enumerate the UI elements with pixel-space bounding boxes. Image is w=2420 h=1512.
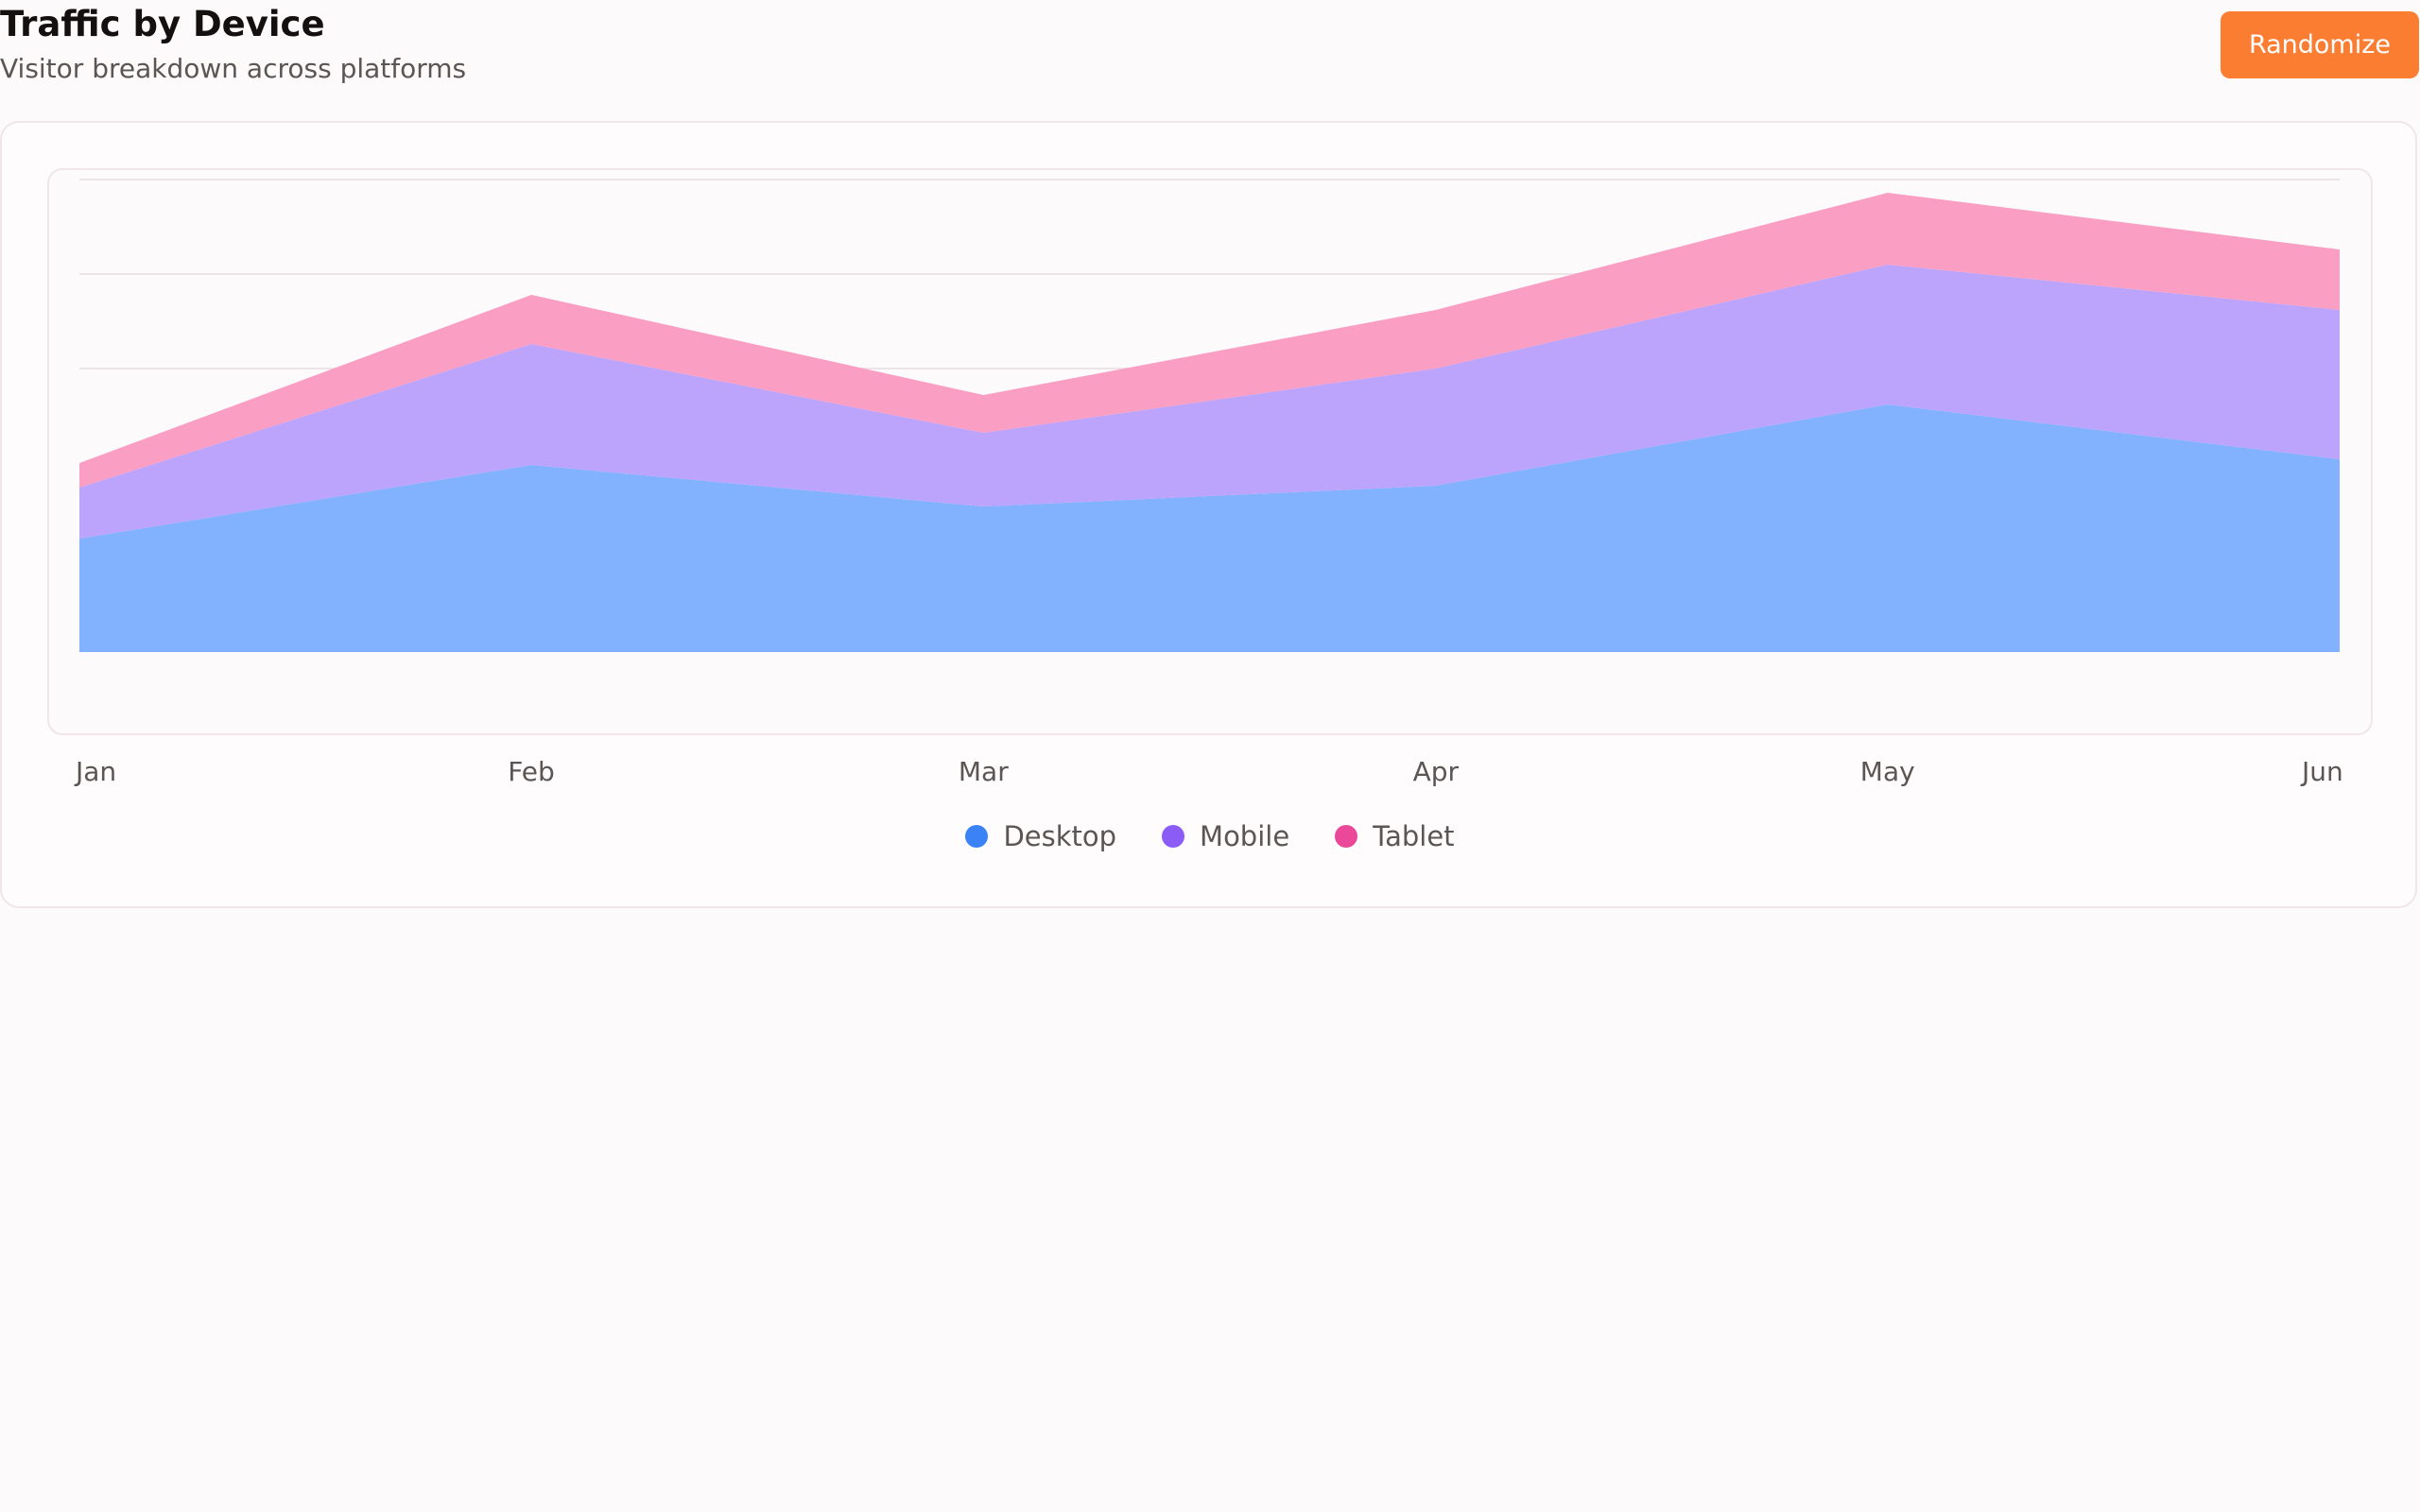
- legend-item-mobile[interactable]: Mobile: [1162, 820, 1289, 852]
- page-title: Traffic by Device: [0, 4, 325, 44]
- page-subtitle: Visitor breakdown across platforms: [0, 53, 467, 84]
- legend-swatch-desktop: [965, 825, 989, 848]
- area-mobile: [79, 265, 2340, 539]
- x-tick-label: May: [1859, 756, 1915, 787]
- area-tablet: [79, 193, 2340, 488]
- series-areas: [79, 193, 2340, 652]
- x-tick-label: Jun: [2302, 756, 2343, 787]
- x-tick-label: Jan: [76, 756, 117, 787]
- legend-label-mobile: Mobile: [1200, 820, 1290, 852]
- x-tick-label: Apr: [1412, 756, 1460, 787]
- area-chart: [79, 179, 2340, 652]
- legend-swatch-mobile: [1162, 825, 1185, 848]
- randomize-button[interactable]: Randomize: [2221, 11, 2419, 78]
- area-desktop: [79, 404, 2340, 652]
- x-tick-label: Feb: [508, 756, 555, 787]
- legend-label-tablet: Tablet: [1373, 820, 1455, 852]
- legend-swatch-tablet: [1335, 825, 1358, 848]
- legend-label-desktop: Desktop: [1003, 820, 1117, 852]
- x-tick-label: Mar: [958, 756, 1009, 787]
- page-header: Traffic by Device Visitor breakdown acro…: [0, 0, 2420, 94]
- legend-item-tablet[interactable]: Tablet: [1335, 820, 1455, 852]
- chart-legend: Desktop Mobile Tablet: [0, 820, 2420, 852]
- legend-item-desktop[interactable]: Desktop: [965, 820, 1116, 852]
